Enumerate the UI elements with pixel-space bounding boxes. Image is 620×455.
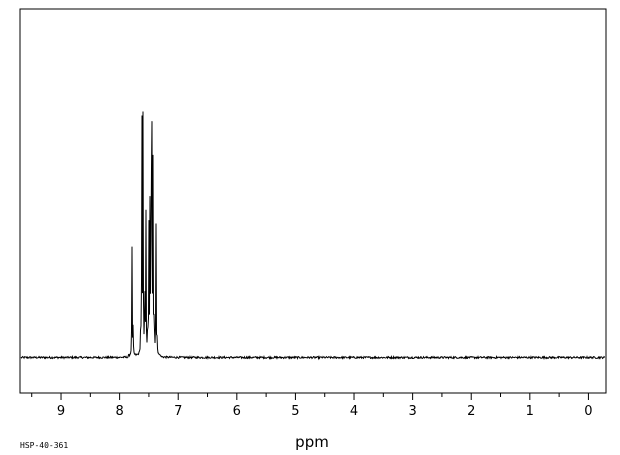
x-axis-tick-labels: 9 8 7 6 5 4 3 2 1 0 bbox=[57, 404, 593, 419]
plot-frame bbox=[19, 8, 607, 394]
x-tick-label: 5 bbox=[291, 404, 299, 419]
x-axis-ticks bbox=[31, 393, 589, 400]
x-tick-label: 1 bbox=[526, 404, 534, 419]
x-tick-label: 9 bbox=[57, 404, 65, 419]
spectrum-code-label: HSP-40-361 bbox=[20, 441, 68, 450]
x-tick-label: 7 bbox=[174, 404, 182, 419]
spectrum-line bbox=[20, 111, 606, 361]
x-tick-label: 3 bbox=[408, 404, 416, 419]
x-tick-label: 8 bbox=[115, 404, 123, 419]
x-tick-label: 4 bbox=[350, 404, 358, 419]
x-tick-label: 0 bbox=[584, 404, 592, 419]
x-axis-title: ppm bbox=[295, 433, 329, 451]
x-tick-label: 6 bbox=[233, 404, 241, 419]
x-tick-label: 2 bbox=[467, 404, 475, 419]
